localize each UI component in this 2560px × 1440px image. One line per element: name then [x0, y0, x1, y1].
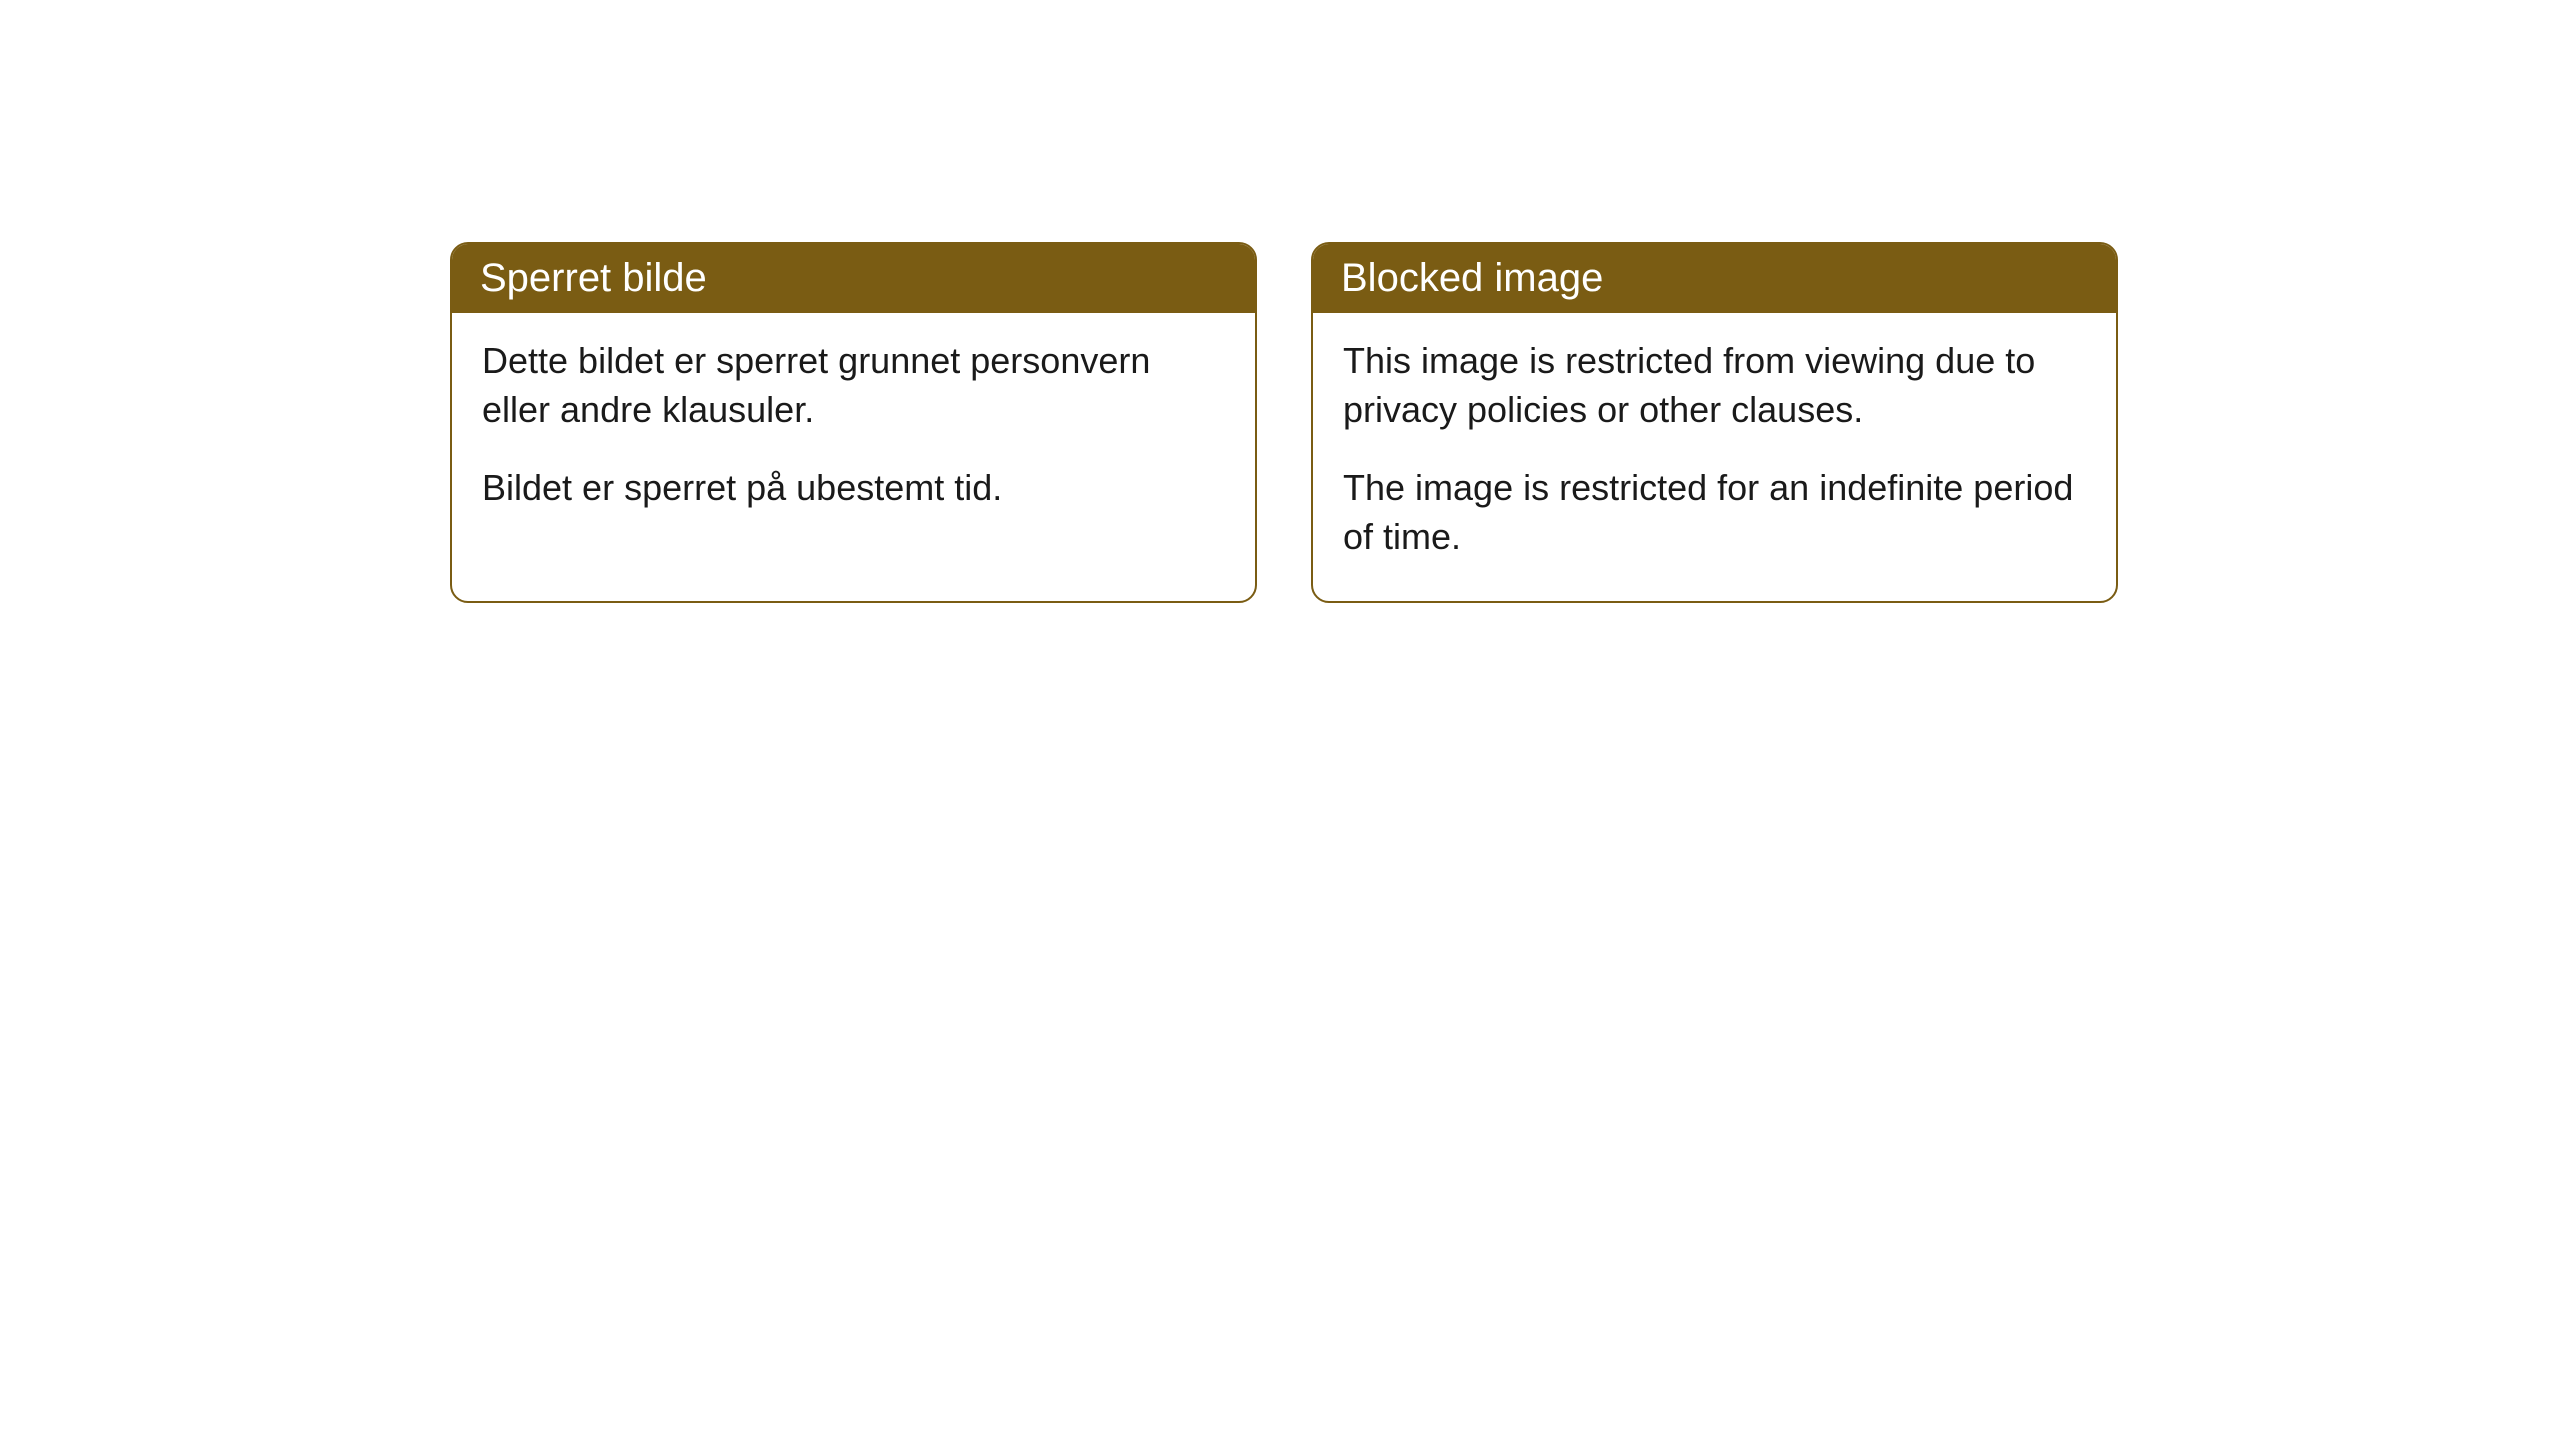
card-body-norwegian: Dette bildet er sperret grunnet personve… [452, 313, 1255, 553]
card-body-english: This image is restricted from viewing du… [1313, 313, 2116, 601]
card-paragraph-2-english: The image is restricted for an indefinit… [1343, 464, 2086, 561]
card-header-norwegian: Sperret bilde [452, 244, 1255, 313]
card-paragraph-2-norwegian: Bildet er sperret på ubestemt tid. [482, 464, 1225, 513]
card-paragraph-1-norwegian: Dette bildet er sperret grunnet personve… [482, 337, 1225, 434]
cards-container: Sperret bilde Dette bildet er sperret gr… [450, 242, 2118, 603]
card-norwegian: Sperret bilde Dette bildet er sperret gr… [450, 242, 1257, 603]
card-header-english: Blocked image [1313, 244, 2116, 313]
card-english: Blocked image This image is restricted f… [1311, 242, 2118, 603]
card-paragraph-1-english: This image is restricted from viewing du… [1343, 337, 2086, 434]
